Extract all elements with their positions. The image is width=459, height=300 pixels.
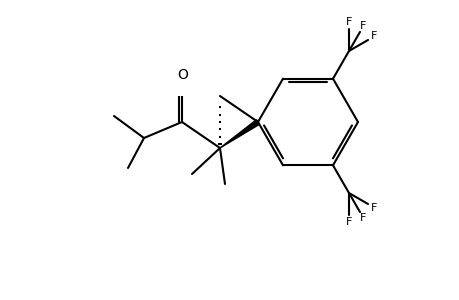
Polygon shape: [219, 120, 259, 148]
Text: O: O: [177, 68, 188, 82]
Text: F: F: [345, 17, 352, 27]
Text: F: F: [359, 213, 366, 223]
Text: F: F: [345, 217, 352, 227]
Text: F: F: [370, 32, 376, 41]
Text: F: F: [359, 21, 366, 31]
Text: F: F: [370, 202, 376, 212]
